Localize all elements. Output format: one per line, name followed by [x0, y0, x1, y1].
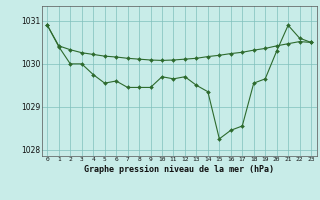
X-axis label: Graphe pression niveau de la mer (hPa): Graphe pression niveau de la mer (hPa) [84, 165, 274, 174]
